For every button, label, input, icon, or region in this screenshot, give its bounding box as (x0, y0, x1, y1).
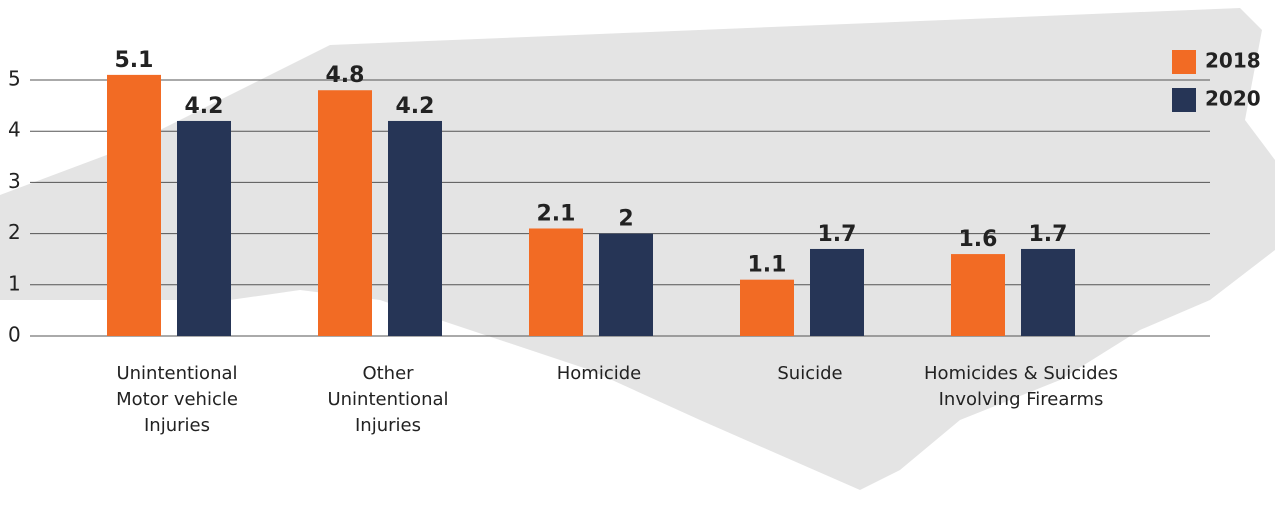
value-label: 5.1 (115, 48, 154, 73)
y-tick-label: 0 (8, 323, 21, 347)
value-label: 1.7 (1029, 222, 1068, 247)
y-tick-label: 4 (8, 118, 21, 142)
bar (177, 120, 231, 337)
y-tick-label: 5 (8, 67, 21, 91)
value-label: 4.2 (185, 94, 224, 119)
x-tick-label: Suicide (777, 363, 843, 384)
legend-swatch (1172, 88, 1196, 112)
value-label: 4.8 (326, 63, 365, 88)
value-label: 1.1 (748, 253, 787, 278)
bar (810, 248, 864, 336)
x-tick-label: Other Unintentional Injuries (327, 363, 449, 436)
x-tick-label: Unintentional Motor vehicle Injuries (116, 363, 238, 436)
value-label: 4.2 (396, 94, 435, 119)
bar (951, 254, 1005, 336)
x-tick-label: Homicides & Suicides Involving Firearms (924, 363, 1118, 410)
value-label: 2.1 (537, 201, 576, 226)
y-tick-label: 1 (8, 271, 21, 295)
value-label: 1.7 (818, 222, 857, 247)
value-label: 2 (618, 207, 633, 232)
legend-swatch (1172, 50, 1196, 74)
y-tick-label: 2 (8, 220, 21, 244)
bar (740, 279, 794, 336)
bar (599, 233, 653, 336)
legend-label: 2020 (1205, 87, 1261, 111)
y-tick-label: 3 (8, 169, 21, 193)
bar (1021, 248, 1075, 336)
bar (529, 228, 583, 336)
bar (107, 74, 161, 336)
x-tick-label: Homicide (556, 363, 642, 384)
value-label: 1.6 (959, 227, 998, 252)
bar (388, 120, 442, 337)
bar (318, 90, 372, 337)
legend-label: 2018 (1205, 49, 1261, 73)
